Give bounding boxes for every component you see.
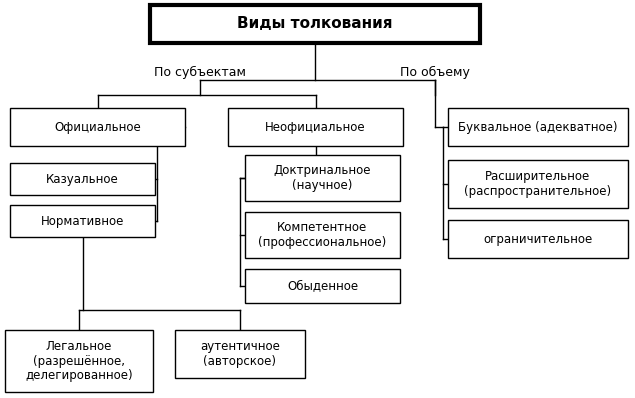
- FancyBboxPatch shape: [10, 108, 185, 146]
- Text: Неофициальное: Неофициальное: [265, 121, 366, 133]
- Text: Казуальное: Казуальное: [46, 172, 119, 185]
- Text: Виды толкования: Виды толкования: [237, 16, 393, 31]
- Text: Буквальное (адекватное): Буквальное (адекватное): [458, 121, 618, 133]
- FancyBboxPatch shape: [10, 163, 155, 195]
- FancyBboxPatch shape: [448, 108, 628, 146]
- FancyBboxPatch shape: [175, 330, 305, 378]
- Text: Легальное
(разрешённое,
делегированное): Легальное (разрешённое, делегированное): [25, 339, 133, 382]
- FancyBboxPatch shape: [228, 108, 403, 146]
- FancyBboxPatch shape: [245, 155, 400, 201]
- Text: По объему: По объему: [400, 65, 470, 78]
- Text: Нормативное: Нормативное: [41, 215, 124, 228]
- FancyBboxPatch shape: [448, 220, 628, 258]
- FancyBboxPatch shape: [5, 330, 153, 392]
- Text: ограничительное: ограничительное: [483, 232, 592, 246]
- FancyBboxPatch shape: [245, 212, 400, 258]
- FancyBboxPatch shape: [245, 269, 400, 303]
- Text: аутентичное
(авторское): аутентичное (авторское): [200, 340, 280, 368]
- Text: Официальное: Официальное: [54, 121, 141, 133]
- FancyBboxPatch shape: [10, 205, 155, 237]
- FancyBboxPatch shape: [448, 160, 628, 208]
- Text: Обыденное: Обыденное: [287, 279, 358, 293]
- Text: Компетентное
(профессиональное): Компетентное (профессиональное): [258, 221, 387, 249]
- Text: По субъектам: По субъектам: [154, 65, 246, 78]
- Text: Доктринальное
(научное): Доктринальное (научное): [274, 164, 371, 192]
- Text: Расширительное
(распространительное): Расширительное (распространительное): [464, 170, 612, 198]
- FancyBboxPatch shape: [150, 5, 480, 43]
